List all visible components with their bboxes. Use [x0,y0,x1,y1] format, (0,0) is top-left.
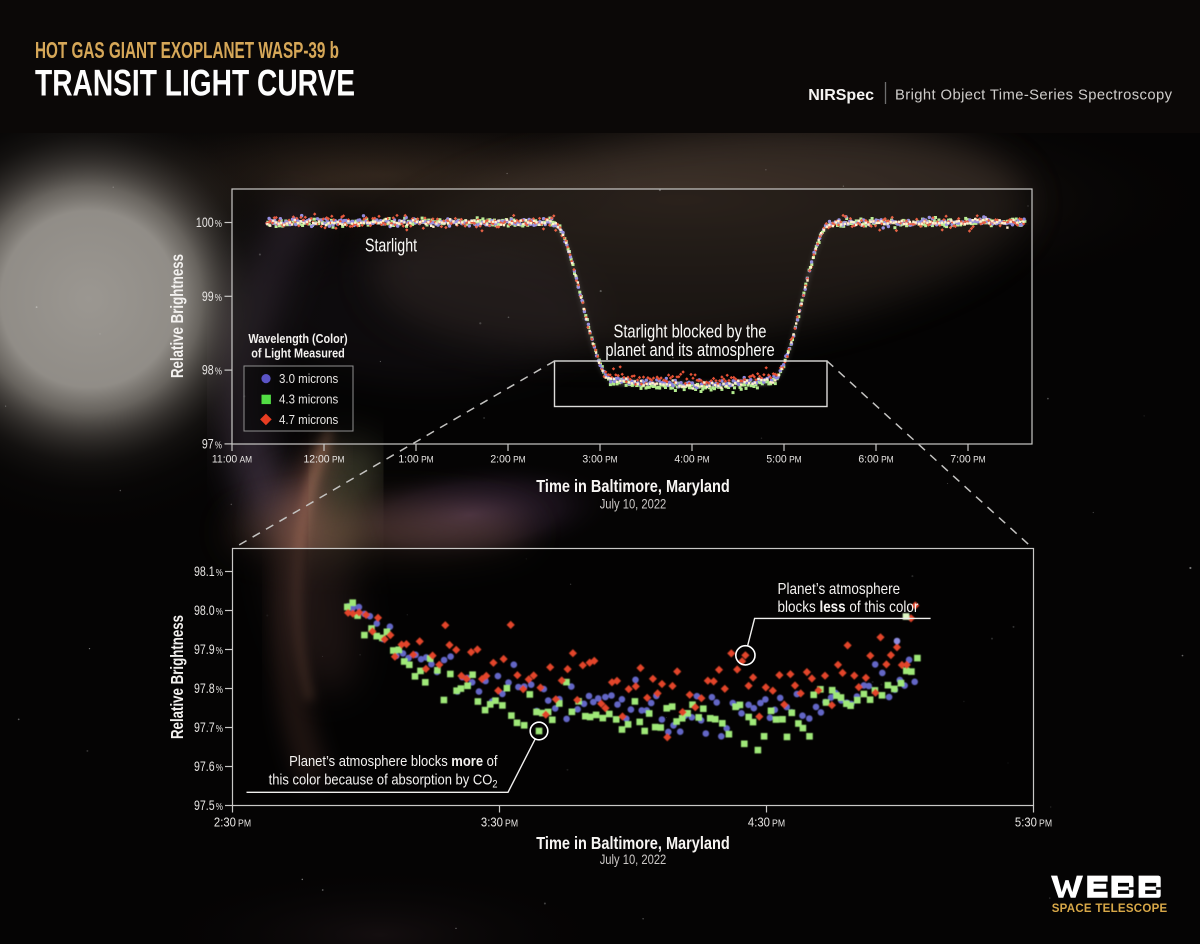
svg-text:TRANSIT LIGHT CURVE: TRANSIT LIGHT CURVE [35,62,355,104]
svg-text:Time in Baltimore, Maryland: Time in Baltimore, Maryland [536,834,729,854]
svg-text:blocks less of this color: blocks less of this color [778,599,919,616]
svg-text:Wavelength (Color): Wavelength (Color) [248,331,347,346]
svg-text:97.8%: 97.8% [194,681,223,697]
svg-text:SPACE TELESCOPE: SPACE TELESCOPE [1052,903,1168,915]
svg-text:Starlight: Starlight [365,236,417,256]
svg-text:this color because of absorpti: this color because of absorption by CO2 [269,771,498,791]
svg-text:planet and its atmosphere: planet and its atmosphere [605,339,774,360]
svg-text:97.5%: 97.5% [194,798,223,814]
svg-text:Relative Brightness: Relative Brightness [168,615,187,739]
svg-text:Starlight blocked by the: Starlight blocked by the [614,321,767,342]
svg-text:3.0 microns: 3.0 microns [279,371,338,386]
svg-text:98.1%: 98.1% [194,564,223,580]
svg-text:Planet’s atmosphere: Planet’s atmosphere [778,581,901,598]
svg-text:NIRSpec: NIRSpec [808,87,874,104]
svg-text:July 10, 2022: July 10, 2022 [600,852,667,867]
svg-text:Relative Brightness: Relative Brightness [168,254,187,378]
svg-text:4.3 microns: 4.3 microns [279,392,338,407]
svg-text:Time in Baltimore, Maryland: Time in Baltimore, Maryland [536,477,729,497]
svg-text:98%: 98% [202,362,222,378]
svg-text:July 10, 2022: July 10, 2022 [600,497,667,512]
svg-text:99%: 99% [202,289,222,305]
svg-text:100%: 100% [196,215,222,231]
svg-text:HOT GAS GIANT EXOPLANET WASP-3: HOT GAS GIANT EXOPLANET WASP-39 b [35,37,339,63]
svg-text:4.7 microns: 4.7 microns [279,412,338,427]
svg-text:97.9%: 97.9% [194,642,223,658]
svg-text:97.6%: 97.6% [194,759,223,775]
svg-text:Bright Object Time-Series Spec: Bright Object Time-Series Spectroscopy [895,88,1173,104]
svg-text:Planet’s atmosphere blocks mor: Planet’s atmosphere blocks more of [289,752,497,769]
svg-text:98.0%: 98.0% [194,603,223,619]
svg-text:of Light Measured: of Light Measured [251,346,345,361]
svg-text:97.7%: 97.7% [194,720,223,736]
svg-text:97%: 97% [202,436,222,452]
